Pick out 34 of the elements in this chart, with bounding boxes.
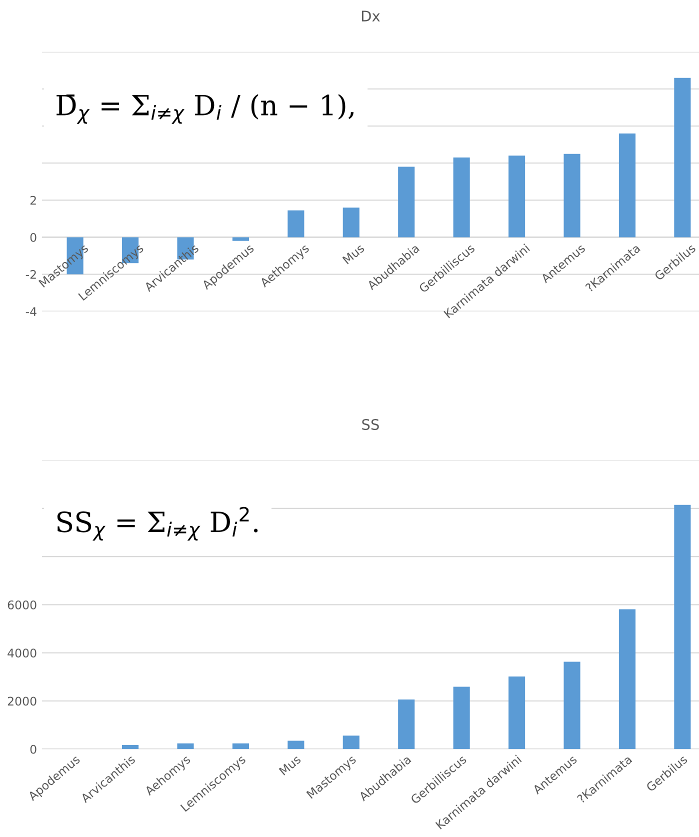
bar [398,700,415,750]
chart-title: Dx [362,10,380,22]
bar [342,736,360,750]
x-tick-label: Mus [278,754,302,776]
y-tick-label: 6000 [8,600,36,610]
annotation: D̄$_{χ}$ = Σ$_{i≠χ}$ D$_{i}$ / (n − 1), [56,94,354,124]
bar [564,662,580,750]
bar [508,676,526,750]
bar [674,504,691,750]
bar [618,609,636,750]
bar [177,743,194,750]
bar [674,78,691,238]
annotation: SS$_{χ}$ = Σ$_{i≠χ}$ D$_{i}$$^{2}$. [57,506,258,541]
y-tick-label: 2 [30,196,36,205]
y-tick-label: -2 [26,270,36,279]
y-tick-label: 0 [30,744,36,754]
bar [618,133,636,238]
x-tick-label: Mus [342,243,365,264]
bar [232,237,249,241]
y-tick-label: -4 [26,307,36,316]
y-tick-label: 0 [30,232,36,242]
bar [288,210,304,238]
bar [342,208,360,238]
y-tick-label: 4000 [8,648,36,658]
bar [398,166,415,238]
bar [508,156,526,238]
bar [122,745,139,750]
bar [288,740,304,750]
bar [453,686,470,750]
chart-title: SS [362,418,379,430]
bar [453,158,470,238]
y-tick-label: 2000 [8,696,36,706]
bar [232,743,249,750]
bar [564,154,580,238]
